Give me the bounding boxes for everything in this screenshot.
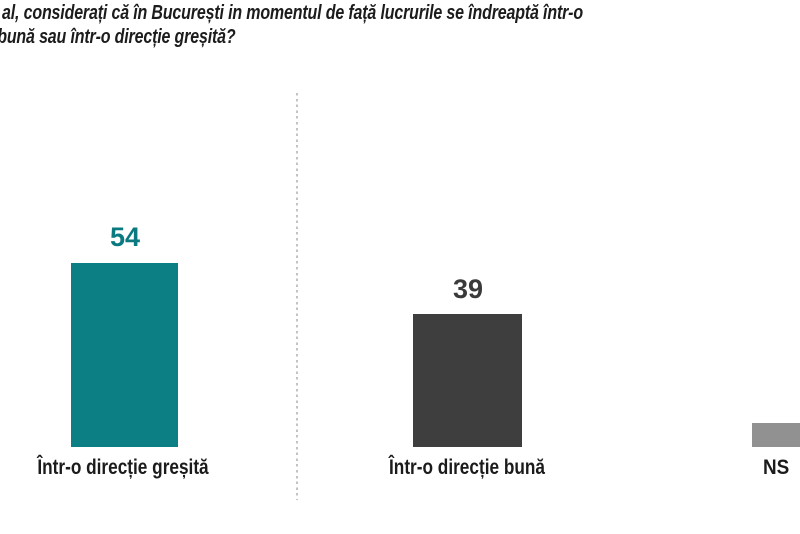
bar-label-ns: NS (763, 456, 790, 479)
bar-gresita (71, 263, 178, 447)
chart-title-line2: bună sau într-o direcție greșită? (0, 26, 236, 48)
bar-label-buna: Într-o direcție bună (389, 456, 545, 479)
chart-title: al, considerați că în București in momen… (0, 1, 583, 49)
bar-label-gresita: Într-o direcție greșită (37, 456, 209, 479)
bar-ns (752, 423, 800, 447)
bar-buna (413, 314, 522, 447)
chart-title-line1: al, considerați că în București in momen… (2, 2, 583, 24)
bar-value-gresita: 54 (109, 222, 141, 252)
bar-value-buna: 39 (452, 274, 484, 304)
dotted-vertical-divider (296, 93, 298, 500)
